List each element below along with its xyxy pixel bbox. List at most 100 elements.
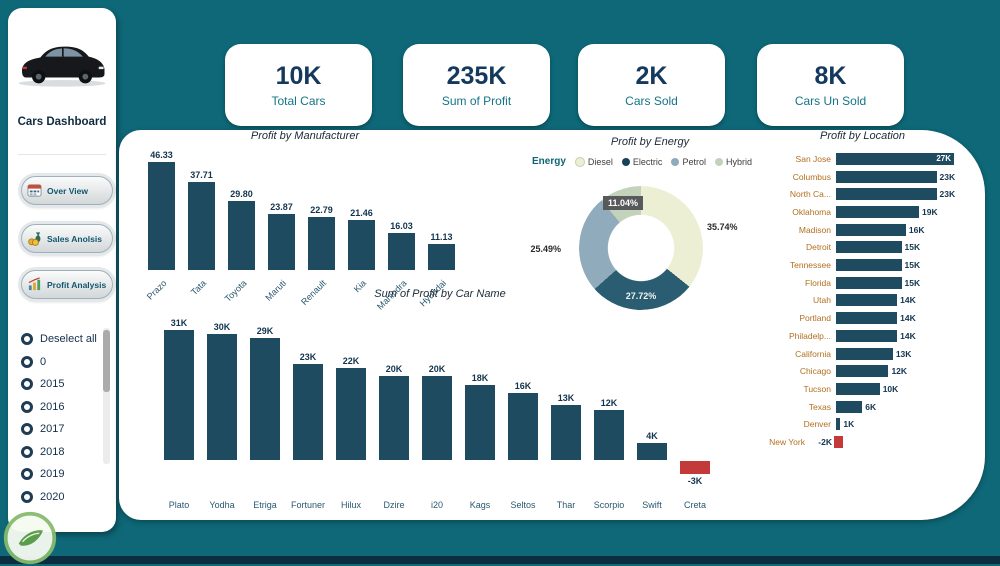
bar[interactable] bbox=[379, 376, 409, 460]
category-label: Florida bbox=[805, 277, 831, 288]
filter-scrollbar-thumb[interactable] bbox=[103, 330, 110, 392]
bar[interactable] bbox=[836, 400, 863, 413]
bar[interactable] bbox=[293, 363, 323, 460]
filter-item[interactable]: 2020 bbox=[21, 488, 64, 506]
bar[interactable] bbox=[422, 376, 452, 460]
value-label: 18K bbox=[471, 372, 489, 383]
false: Diesel bbox=[587, 156, 613, 167]
bar[interactable] bbox=[637, 443, 667, 460]
bar[interactable] bbox=[308, 216, 335, 270]
location-row: California 13K bbox=[750, 345, 984, 363]
legend-item-hybrid[interactable]: Hybrid bbox=[714, 157, 752, 167]
radio-icon bbox=[21, 400, 33, 413]
value-label: 16.03 bbox=[390, 220, 413, 231]
radio-icon bbox=[21, 378, 33, 390]
value-label: 22.79 bbox=[310, 204, 333, 215]
bar[interactable] bbox=[250, 338, 280, 460]
filter-item[interactable]: 2019 bbox=[21, 465, 64, 483]
filter-item[interactable]: 2017 bbox=[21, 420, 64, 438]
nav-button-sales-analysis[interactable]: Sales Anolsis bbox=[21, 224, 113, 253]
money-icon bbox=[28, 232, 41, 246]
value-label: 27K bbox=[936, 154, 951, 164]
watermark-logo bbox=[3, 511, 57, 565]
filter-item[interactable]: Deselect all bbox=[21, 330, 97, 348]
category-label: Denver bbox=[803, 419, 831, 430]
radio-icon bbox=[21, 468, 33, 480]
location-row: Chicago 12K bbox=[750, 362, 984, 380]
bar[interactable] bbox=[164, 330, 194, 460]
location-row: Denver 1K bbox=[750, 416, 984, 434]
bar[interactable] bbox=[836, 347, 893, 360]
nav-button-overview[interactable]: Over View bbox=[21, 176, 113, 205]
bar-plot: 12K bbox=[836, 365, 984, 378]
location-row: Tucson 10K bbox=[750, 380, 984, 398]
bar[interactable] bbox=[836, 276, 902, 289]
bar[interactable] bbox=[348, 219, 375, 270]
bar[interactable] bbox=[268, 214, 295, 270]
legend-item-electric[interactable]: Electric bbox=[621, 156, 663, 167]
legend-item-petrol[interactable]: Petrol bbox=[671, 157, 706, 167]
bar[interactable] bbox=[428, 244, 455, 270]
category-label: Utah bbox=[813, 295, 831, 306]
category-label: Tucson bbox=[803, 383, 831, 394]
bar[interactable] bbox=[207, 334, 237, 460]
bar-plot: 23K bbox=[836, 188, 984, 201]
bar[interactable] bbox=[836, 170, 937, 183]
manufacturer-chart: 46.33 Prazo 37.71 Tata 29.80 Toyota 23.87 Marut… bbox=[142, 148, 472, 312]
car-name-chart-title: Sum of Profit by Car Name bbox=[374, 288, 506, 300]
bar[interactable] bbox=[388, 232, 415, 270]
bar[interactable] bbox=[836, 329, 898, 342]
category-label: Plato bbox=[168, 500, 190, 510]
value-label: 14K bbox=[900, 313, 916, 324]
location-row: Utah 14K bbox=[750, 292, 984, 310]
category-label: Tennessee bbox=[789, 260, 831, 271]
false: Electric bbox=[632, 156, 663, 167]
bar-plot: 14K bbox=[836, 312, 984, 325]
donut-slice-label: 25.49% bbox=[530, 244, 561, 254]
category-label: Prazo bbox=[144, 278, 169, 302]
bar[interactable] bbox=[508, 392, 538, 460]
filter-item[interactable]: 2016 bbox=[21, 398, 64, 416]
legend-item-diesel[interactable]: Diesel bbox=[574, 156, 613, 167]
location-row: Tennessee 15K bbox=[750, 256, 984, 274]
bar[interactable] bbox=[836, 312, 898, 325]
filter-item[interactable]: 2018 bbox=[21, 443, 64, 461]
sidebar-panel: Cars Dashboard Over View Sales Anolsis P… bbox=[8, 8, 116, 532]
filter-item[interactable]: 2015 bbox=[21, 375, 64, 393]
manufacturer-chart-title: Profit by Manufacturer bbox=[250, 130, 360, 142]
bar[interactable] bbox=[836, 205, 920, 218]
nav-button-profit-analysis[interactable]: Profit Analysis bbox=[21, 270, 113, 299]
value-label: 12K bbox=[891, 366, 908, 377]
filter-label: Deselect all bbox=[40, 333, 97, 345]
bar[interactable] bbox=[465, 384, 495, 460]
bar[interactable] bbox=[836, 188, 937, 201]
overview-icon bbox=[27, 184, 42, 197]
bar[interactable] bbox=[836, 223, 906, 236]
location-row: Oklahoma 19K bbox=[750, 203, 984, 221]
bar[interactable] bbox=[594, 409, 624, 460]
filter-item[interactable]: 0 bbox=[21, 353, 46, 371]
bar[interactable] bbox=[336, 367, 366, 460]
filter-scrollbar-track[interactable] bbox=[103, 328, 110, 464]
bar[interactable] bbox=[836, 418, 841, 431]
bar[interactable] bbox=[188, 182, 215, 270]
bottom-bar bbox=[0, 556, 1000, 564]
bar[interactable]: 27K bbox=[836, 152, 954, 165]
bar[interactable] bbox=[834, 436, 843, 449]
bar[interactable] bbox=[551, 405, 581, 460]
kpi-card-cars-unsold: 8K Cars Un Sold bbox=[757, 44, 904, 126]
bar[interactable] bbox=[836, 382, 880, 395]
bar[interactable] bbox=[148, 162, 175, 270]
energy-legend: Energy Diesel Electric Petrol Hybrid bbox=[532, 156, 752, 167]
location-row: Columbus 23K bbox=[750, 168, 984, 186]
bar[interactable] bbox=[836, 241, 902, 254]
car-name-chart: 31K Plato 30K Yodha 29K Etriga 23K Fortuner 22K H… bbox=[152, 312, 718, 518]
bar[interactable] bbox=[680, 461, 710, 474]
location-chart-title: Profit by Location bbox=[820, 130, 905, 142]
value-label: 23K bbox=[939, 189, 956, 200]
kpi-value: 8K bbox=[814, 62, 847, 90]
bar[interactable] bbox=[836, 365, 889, 378]
bar[interactable] bbox=[228, 200, 255, 270]
bar[interactable] bbox=[836, 294, 898, 307]
bar[interactable] bbox=[836, 259, 902, 272]
